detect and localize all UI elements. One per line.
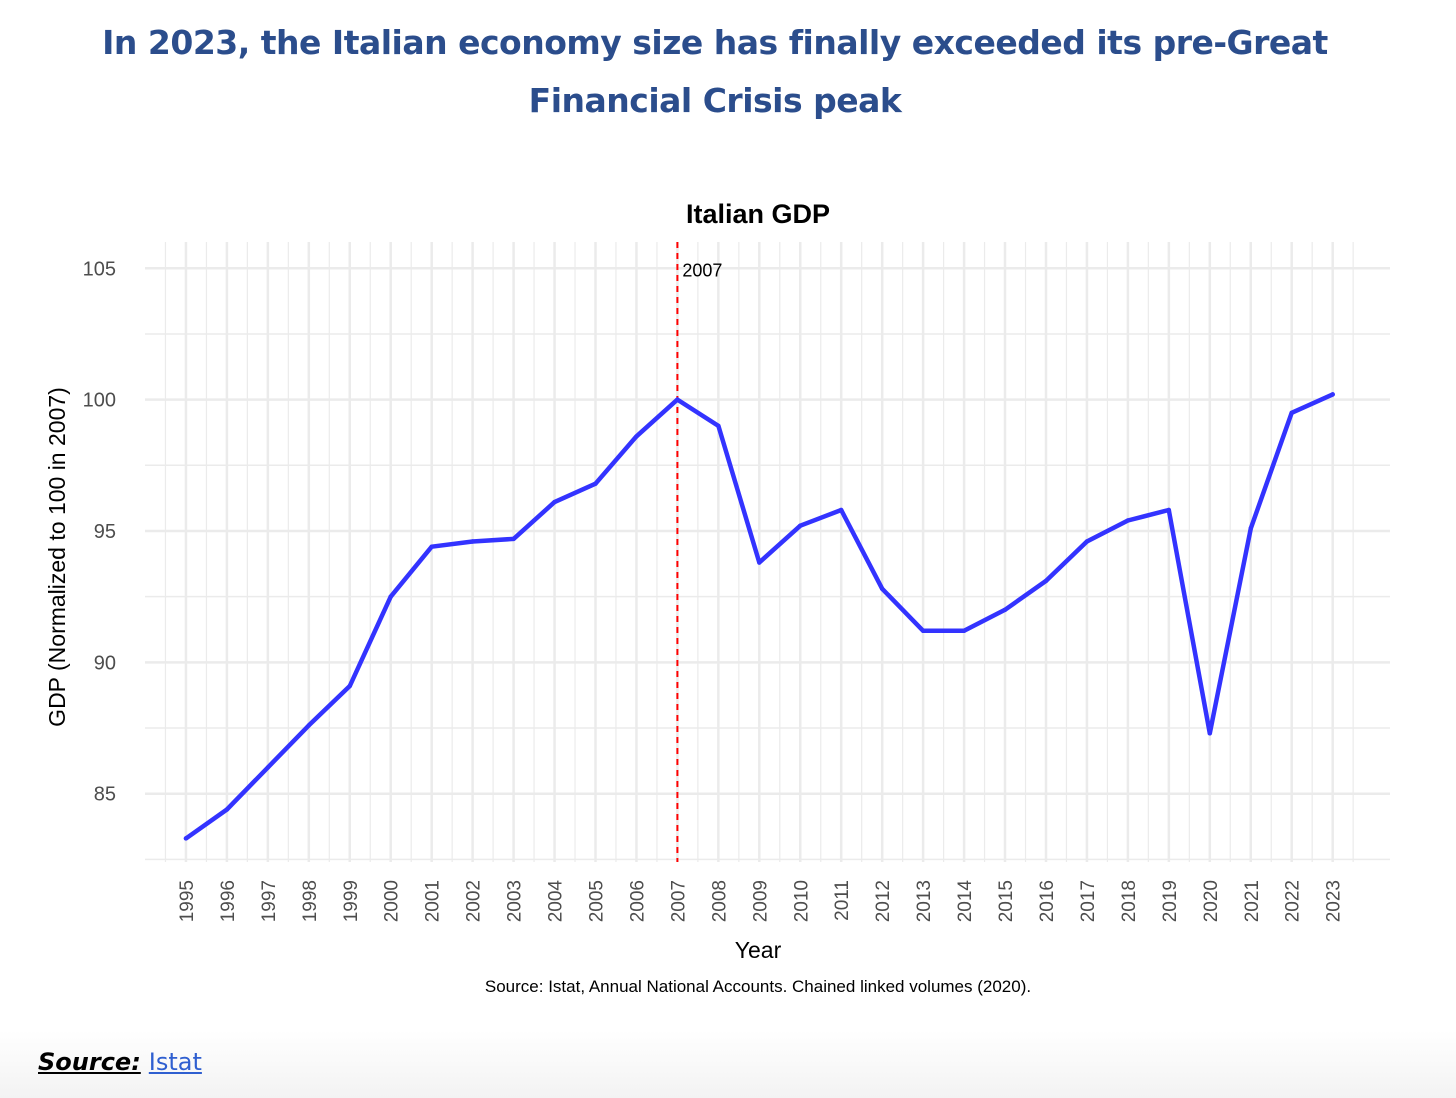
italian-gdp-chart: 2007 85 90 95 100 105 1995 1996 1997 1998 1999 20…	[44, 199, 1390, 996]
data-point	[552, 499, 557, 505]
y-tick-label: 90	[94, 652, 116, 674]
data-point	[634, 434, 639, 439]
page-headline: In 2023, the Italian economy size has fi…	[102, 23, 1328, 120]
istat-link[interactable]: Istat	[148, 1048, 202, 1076]
data-point	[1166, 507, 1172, 513]
x-tick-label: 1999	[341, 880, 362, 922]
x-tick-label: 2017	[1078, 880, 1099, 922]
reference-line-layer: 2007	[676, 242, 722, 862]
x-tick-label: 1995	[177, 880, 198, 922]
x-tick-label: 2007	[668, 880, 689, 922]
y-tick-label: 95	[94, 521, 116, 543]
data-point	[429, 544, 434, 549]
x-axis-label: Year	[735, 937, 782, 963]
x-tick-label: 2002	[464, 880, 485, 922]
x-tick-label: 2019	[1160, 880, 1181, 922]
data-point	[593, 481, 598, 486]
data-point	[511, 536, 516, 542]
x-tick-label: 2003	[505, 880, 526, 922]
y-axis-label: GDP (Normalized to 100 in 2007)	[44, 387, 70, 727]
x-tick-label: 1997	[259, 880, 280, 922]
data-point	[798, 523, 803, 528]
data-point	[1125, 518, 1131, 523]
x-tick-label: 2000	[382, 880, 403, 922]
data-point	[347, 683, 352, 689]
x-tick-label: 2011	[832, 880, 853, 921]
data-point	[1002, 607, 1008, 612]
grid-major	[145, 242, 1390, 862]
x-tick-label: 1996	[218, 880, 239, 922]
x-tick-label: 2001	[423, 880, 444, 922]
data-point	[1289, 410, 1294, 415]
y-tick-labels: 85 90 95 100 105	[83, 258, 116, 805]
x-tick-label: 2016	[1037, 880, 1058, 922]
x-tick-label: 2018	[1119, 880, 1140, 922]
data-point	[1330, 392, 1335, 397]
data-point	[716, 423, 721, 429]
x-tick-label: 2010	[791, 880, 812, 922]
chart-caption: Source: Istat, Annual National Accounts.…	[485, 977, 1031, 996]
x-tick-label: 2008	[709, 880, 730, 922]
chart-title: Italian GDP	[686, 199, 830, 229]
x-tick-label: 2006	[627, 880, 648, 922]
x-tick-label: 2012	[873, 880, 894, 922]
y-tick-label: 105	[83, 258, 116, 280]
data-point	[1248, 526, 1253, 531]
footer-bar	[0, 1030, 1456, 1098]
data-point	[757, 560, 762, 565]
x-tick-labels: 1995 1996 1997 1998 1999 2000 2001 2002 2003 2004…	[177, 880, 1345, 923]
data-point	[1207, 731, 1213, 736]
data-point	[961, 628, 967, 634]
reference-line-label: 2007	[682, 260, 722, 280]
series-layer	[183, 392, 1335, 841]
grid-minor	[145, 242, 1390, 862]
x-tick-label: 2013	[914, 880, 935, 922]
data-point	[183, 836, 189, 841]
data-point	[306, 723, 312, 728]
x-tick-label: 2009	[750, 880, 771, 922]
data-point	[920, 628, 926, 634]
data-point	[839, 507, 844, 513]
x-tick-label: 2005	[586, 880, 607, 922]
y-tick-label: 85	[94, 784, 116, 806]
x-tick-label: 2015	[996, 880, 1017, 922]
footer-source: Source: Istat	[38, 1048, 202, 1076]
x-tick-label: 2021	[1242, 880, 1263, 922]
x-tick-label: 1998	[300, 880, 321, 922]
x-tick-label: 2004	[546, 880, 567, 923]
data-point	[224, 807, 230, 812]
data-point	[265, 765, 271, 770]
y-tick-label: 100	[83, 390, 116, 412]
x-tick-label: 2020	[1201, 880, 1222, 922]
data-point	[1084, 539, 1090, 544]
x-tick-label: 2023	[1324, 880, 1345, 922]
data-point	[470, 539, 475, 544]
data-point	[675, 397, 680, 402]
footer-source-label: Source:	[38, 1048, 141, 1076]
data-point	[388, 594, 393, 599]
x-tick-label: 2022	[1283, 880, 1304, 922]
data-point	[1043, 578, 1049, 584]
data-point	[879, 586, 885, 591]
x-tick-label: 2014	[955, 880, 976, 923]
